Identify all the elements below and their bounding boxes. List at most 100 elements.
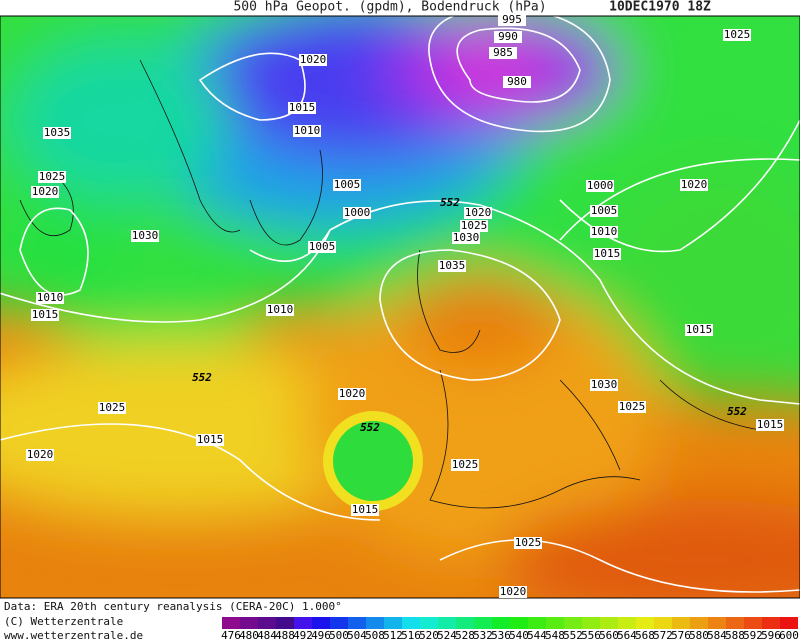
isobar: [0, 200, 800, 405]
isobar-label: 1020: [681, 178, 708, 191]
colorbar-label: 480: [239, 629, 259, 642]
label-box: [590, 205, 618, 217]
colorbar-label: 492: [293, 629, 313, 642]
colorbar-segment: [510, 617, 528, 629]
isobar-label: 1015: [594, 247, 621, 260]
isobar-label: 1025: [99, 401, 126, 414]
website: www.wetterzentrale.de: [4, 629, 143, 642]
colorbar-label: 588: [725, 629, 745, 642]
coastline: [19, 59, 761, 509]
isobar-label: 1015: [32, 308, 59, 321]
isobar-label: 1020: [339, 387, 366, 400]
colorbar-segment: [366, 617, 384, 629]
isobar-label: 1010: [294, 124, 321, 137]
colorbar-segment: [582, 617, 600, 629]
colorbar-segment: [258, 617, 276, 629]
colorbar-segment: [780, 617, 798, 629]
colorbar-segment: [564, 617, 582, 629]
label-box: [451, 459, 479, 471]
label-box: [266, 304, 294, 316]
isobar-label: 1000: [587, 179, 614, 192]
label-box: [494, 31, 522, 43]
label-box: [333, 179, 361, 191]
colorbar-label: 576: [671, 629, 691, 642]
isobar: [0, 52, 800, 521]
isobar-label: 1020: [27, 448, 54, 461]
colorbar-segment: [312, 617, 330, 629]
colorbar-segment: [330, 617, 348, 629]
colorbar-segment: [708, 617, 726, 629]
colorbar-segment: [762, 617, 780, 629]
isobar-label: 990: [498, 30, 518, 43]
height-label: 552: [192, 371, 212, 384]
label-box: [31, 186, 59, 198]
label-box: [308, 241, 336, 253]
colorbar-label: 580: [689, 629, 709, 642]
colorbar-segment: [546, 617, 564, 629]
label-box: [590, 379, 618, 391]
colorbar-segment: [690, 617, 708, 629]
colorbar-label: 556: [581, 629, 601, 642]
isobar-label: 1015: [757, 418, 784, 431]
colorbar-label: 488: [275, 629, 295, 642]
isobar-label: 1025: [619, 400, 646, 413]
colorbar-label: 548: [545, 629, 565, 642]
colorbar-label: 476: [221, 629, 241, 642]
colorbar-label: 560: [599, 629, 619, 642]
label-box: [288, 102, 316, 114]
colorbar-segment: [492, 617, 510, 629]
isobar: [456, 27, 581, 103]
label-box: [26, 449, 54, 461]
label-box: [514, 537, 542, 549]
isobar-label: 1020: [500, 585, 527, 598]
map-frame: [0, 15, 800, 599]
label-box: [756, 419, 784, 431]
isobar-label: 1015: [686, 323, 713, 336]
isobar-label: 1020: [32, 185, 59, 198]
label-box: [338, 388, 366, 400]
isobar-label: 1035: [439, 259, 466, 272]
isobar-label: 1025: [461, 219, 488, 232]
colorbar-segment: [636, 617, 654, 629]
colorbar-segment: [600, 617, 618, 629]
label-box: [498, 14, 526, 26]
colorbar-segment: [744, 617, 762, 629]
colorbar-label: 496: [311, 629, 331, 642]
height-label: 552: [727, 405, 747, 418]
isobar-labels: 995 990 985 980 1020 1015 1010 1005 1000 1005 1010…: [26, 13, 784, 598]
isobar-label: 995: [502, 13, 522, 26]
isobar-label: 1025: [724, 28, 751, 41]
colorbar-label: 524: [437, 629, 457, 642]
isobar-label: 1010: [591, 225, 618, 238]
colorbar-label: 536: [491, 629, 511, 642]
colorbar-segment: [618, 617, 636, 629]
colorbar-segment: [474, 617, 492, 629]
isobar-label: 1005: [309, 240, 336, 253]
label-box: [343, 207, 371, 219]
label-box: [293, 125, 321, 137]
label-box: [98, 402, 126, 414]
colorbar-segment: [654, 617, 672, 629]
label-box: [299, 54, 327, 66]
map-title: 500 hPa Geopot. (gpdm), Bodendruck (hPa): [233, 0, 546, 15]
colorbar-label: 600: [779, 629, 799, 642]
colorbar-segment: [420, 617, 438, 629]
colorbar-label: 572: [653, 629, 673, 642]
isobar-label: 1030: [591, 378, 618, 391]
colorbar-segment: [294, 617, 312, 629]
label-box: [723, 29, 751, 41]
isobar: [19, 207, 89, 296]
label-box: [503, 76, 531, 88]
label-box: [452, 232, 480, 244]
isobar-label: 1035: [44, 126, 71, 139]
isobar-label: 1025: [515, 536, 542, 549]
isobar-label: 1005: [334, 178, 361, 191]
colorbar-segment: [438, 617, 456, 629]
label-box: [43, 127, 71, 139]
isobar-label: 1000: [344, 206, 371, 219]
label-box: [196, 434, 224, 446]
colorbar-label: 516: [401, 629, 421, 642]
colorbar-segment: [222, 617, 240, 629]
colorbar-label: 500: [329, 629, 349, 642]
